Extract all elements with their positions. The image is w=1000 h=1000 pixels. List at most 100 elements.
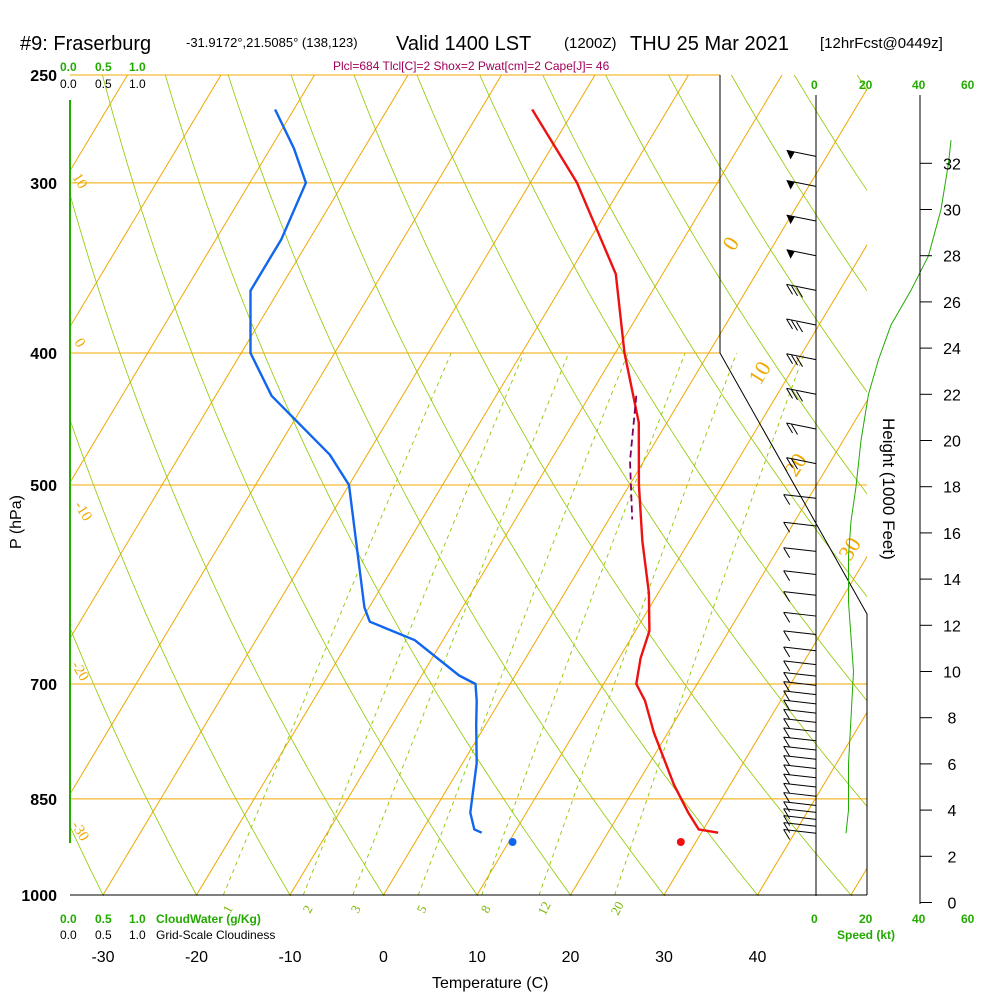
dry-adiabat-line [70, 626, 198, 896]
dry-adiabat-line [227, 75, 666, 896]
wind-barb [783, 690, 817, 702]
dry-adiabat-line [70, 192, 385, 896]
isotherm-left-label: 0 [71, 336, 89, 351]
wind-barb [783, 782, 817, 794]
isotherm-label: 20 [779, 449, 812, 481]
height-tick-label: 30 [943, 203, 961, 220]
mixing-ratio-label: 8 [477, 903, 493, 916]
mixing-ratio-label: 12 [534, 899, 553, 918]
wind-barb [783, 630, 817, 642]
cloud-scale-top-black-2: 1.0 [129, 77, 146, 91]
speed-label: Speed (kt) [837, 928, 895, 942]
height-axis-label: Height (1000 Feet) [879, 418, 898, 560]
wind-barb [786, 249, 817, 259]
pressure-tick-label: 500 [30, 478, 57, 495]
height-tick-label: 26 [943, 295, 961, 312]
isotherm-label: 10 [743, 357, 776, 389]
cloud-scale-top-black-0: 0.0 [60, 77, 77, 91]
temperature-tick-label: -20 [185, 949, 208, 966]
wind-barb [783, 808, 817, 819]
chart-header: #9: Fraserburg -31.9172°,21.5085° (138,1… [20, 33, 943, 73]
cloud-scale-top-black-1: 0.5 [95, 77, 112, 91]
height-tick-label: 16 [943, 526, 961, 543]
mixing-ratio-label: 5 [413, 903, 429, 916]
dry-adiabat-line [416, 75, 867, 808]
pressure-tick-label: 300 [30, 176, 57, 193]
wind-barb [783, 745, 817, 757]
speed-top-tick-0: 0 [811, 78, 818, 92]
cloud-scale-green-2: 1.0 [129, 912, 146, 926]
isobar-lines [70, 74, 867, 896]
zulu-time: (1200Z) [564, 35, 617, 52]
isotherm-lines [0, 75, 867, 896]
height-tick-label: 20 [943, 434, 961, 451]
wind-barb [783, 822, 817, 833]
mixing-ratio-label: 20 [607, 899, 626, 918]
height-tick-label: 10 [943, 665, 961, 682]
dry-adiabat-line [668, 75, 867, 393]
x-axis-label: Temperature (C) [432, 975, 548, 992]
isotherm-line [757, 711, 867, 896]
dry-adiabat-lines [0, 51, 1000, 924]
pressure-tick-label: 400 [30, 346, 57, 363]
mixing-ratio-label: 2 [299, 903, 315, 916]
speed-top-tick-3: 60 [961, 78, 975, 92]
height-tick-label: 24 [943, 341, 961, 358]
pressure-tick-label: 850 [30, 792, 57, 809]
sounding-profiles [249, 108, 719, 846]
wind-barb [783, 792, 817, 803]
mixing-ratio-line [222, 352, 452, 896]
wind-barb [786, 353, 817, 367]
isotherm-line [850, 867, 867, 896]
cloud-scale-green-1: 0.5 [95, 912, 112, 926]
wind-barb [783, 829, 817, 840]
isotherm-line [70, 75, 222, 328]
cloud-scale-green-0: 0.0 [60, 912, 77, 926]
wind-barb [786, 387, 817, 402]
cloud-scale-top-green-1: 0.5 [95, 60, 112, 74]
mixing-ratio-line [302, 352, 525, 896]
wind-barb [783, 611, 817, 623]
wind-panel [783, 95, 952, 896]
cloud-scale-top-green-0: 0.0 [60, 60, 77, 74]
wind-barb [786, 283, 817, 298]
temperature-tick-label: 0 [379, 949, 388, 966]
y-axis-label: P (hPa) [8, 495, 25, 549]
pressure-tick-label: 700 [30, 677, 57, 694]
wind-barb [783, 727, 817, 739]
cloud-scale-black-2: 1.0 [129, 928, 146, 942]
dewpoint-profile [249, 108, 483, 834]
temperature-tick-label: 10 [468, 949, 486, 966]
isotherm-line [0, 75, 34, 895]
temperature-tick-label: 30 [655, 949, 673, 966]
temperature-tick-label: 20 [562, 949, 580, 966]
speed-bottom-tick-2: 40 [912, 912, 926, 926]
cloudwater-label: CloudWater (g/Kg) [156, 912, 261, 926]
cloud-scale-black-0: 0.0 [60, 928, 77, 942]
wind-barb [783, 521, 817, 533]
dry-adiabat-line [290, 75, 759, 896]
wind-barb [786, 149, 817, 160]
wind-barb [783, 699, 817, 711]
wind-barb [786, 179, 817, 190]
dry-adiabat-line [856, 75, 867, 92]
station-name: #9: Fraserburg [20, 33, 151, 55]
dry-adiabat-line [967, 51, 1000, 924]
mixing-ratio-line [481, 352, 686, 896]
mixing-ratio-label: 3 [347, 903, 363, 916]
mixing-ratio-line [614, 352, 805, 896]
height-tick-label: 22 [943, 387, 961, 404]
mixing-ratio-line [352, 352, 570, 896]
dry-adiabat-line [0, 51, 23, 924]
wind-barb [786, 422, 817, 435]
height-tick-label: 12 [943, 618, 961, 635]
isotherm-left-label: -10 [71, 499, 95, 524]
wind-barb [786, 214, 817, 225]
dry-adiabat-line [70, 825, 104, 896]
wind-barb [783, 570, 817, 582]
speed-top-tick-1: 20 [859, 78, 873, 92]
dry-adiabat-line [101, 75, 479, 896]
height-tick-label: 14 [943, 572, 961, 589]
wind-barb [786, 457, 817, 470]
pressure-tick-label: 1000 [21, 888, 57, 905]
